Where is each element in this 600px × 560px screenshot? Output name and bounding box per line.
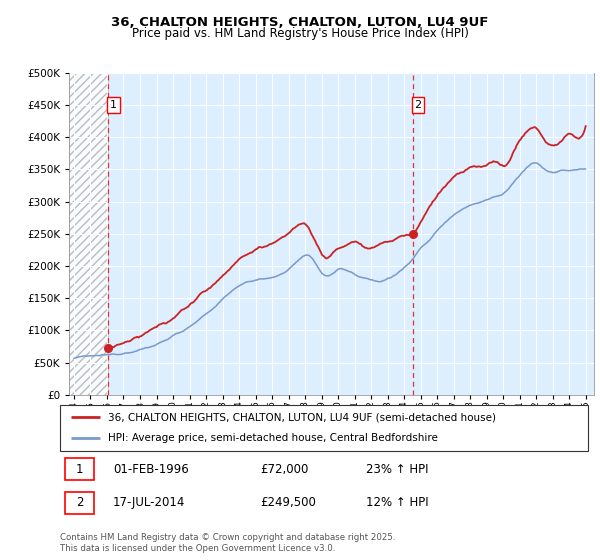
Text: Contains HM Land Registry data © Crown copyright and database right 2025.
This d: Contains HM Land Registry data © Crown c…	[60, 534, 395, 553]
Text: 36, CHALTON HEIGHTS, CHALTON, LUTON, LU4 9UF: 36, CHALTON HEIGHTS, CHALTON, LUTON, LU4…	[112, 16, 488, 29]
Text: 17-JUL-2014: 17-JUL-2014	[113, 496, 185, 509]
FancyBboxPatch shape	[65, 492, 94, 514]
Text: Price paid vs. HM Land Registry's House Price Index (HPI): Price paid vs. HM Land Registry's House …	[131, 27, 469, 40]
Text: £72,000: £72,000	[260, 463, 309, 476]
FancyBboxPatch shape	[65, 459, 94, 480]
Text: 1: 1	[76, 463, 83, 476]
Text: 2: 2	[76, 496, 83, 509]
Text: £249,500: £249,500	[260, 496, 317, 509]
FancyBboxPatch shape	[60, 405, 588, 451]
Bar	[69, 73, 108, 395]
Text: 36, CHALTON HEIGHTS, CHALTON, LUTON, LU4 9UF (semi-detached house): 36, CHALTON HEIGHTS, CHALTON, LUTON, LU4…	[107, 412, 496, 422]
Text: 01-FEB-1996: 01-FEB-1996	[113, 463, 188, 476]
Text: HPI: Average price, semi-detached house, Central Bedfordshire: HPI: Average price, semi-detached house,…	[107, 433, 437, 444]
Text: 23% ↑ HPI: 23% ↑ HPI	[366, 463, 429, 476]
Text: 1: 1	[110, 100, 117, 110]
Text: 12% ↑ HPI: 12% ↑ HPI	[366, 496, 429, 509]
Text: 2: 2	[415, 100, 422, 110]
